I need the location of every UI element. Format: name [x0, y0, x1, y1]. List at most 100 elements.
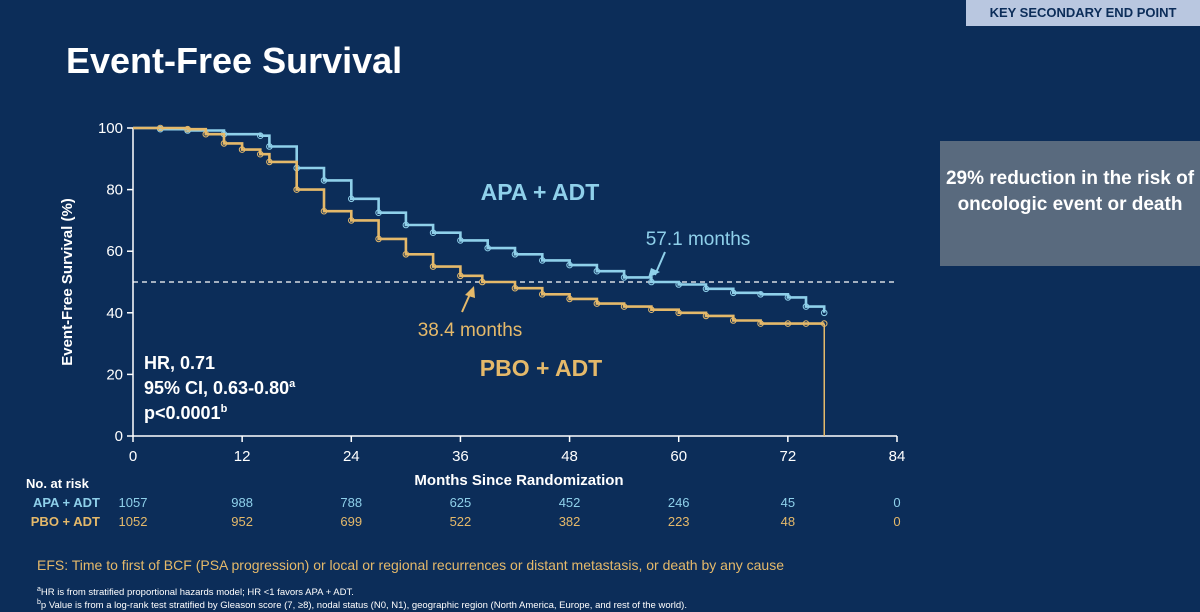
km-chart: 0 20 40 60 80 100 0 12 24 36 48 60 72 84 Months Since … [59, 120, 905, 489]
apa-median-label: 57.1 months [646, 229, 751, 250]
risk-cell: 48 [780, 514, 796, 529]
apa-median-arrowhead [648, 268, 660, 278]
censor-mark [648, 278, 655, 286]
risk-cell: 788 [340, 495, 363, 510]
x-tick-label: 0 [129, 448, 137, 465]
apa-adt-series-label: APA + ADT [481, 179, 600, 205]
y-tick-label: 60 [106, 243, 123, 260]
risk-cell: 699 [340, 514, 363, 529]
censor-mark [257, 132, 264, 140]
footnote-a: aHR is from stratified proportional haza… [37, 586, 354, 598]
censor-mark [402, 221, 410, 229]
censor-mark [484, 244, 492, 252]
risk-cell: 45 [780, 495, 796, 510]
apa-adt-curve [133, 126, 826, 313]
censor-mark [375, 209, 382, 216]
pbo-adt-series-label: PBO + ADT [480, 355, 602, 381]
risk-cell: 246 [667, 495, 690, 510]
censor-mark [266, 158, 273, 166]
footnote-a-text: HR is from stratified proportional hazar… [40, 587, 354, 599]
censor-mark [702, 312, 710, 320]
censor-mark [620, 274, 628, 281]
censor-mark [566, 295, 573, 303]
efs-definition: EFS: Time to first of BCF (PSA progressi… [37, 557, 784, 573]
risk-cell: 0 [893, 495, 901, 510]
censor-mark [348, 195, 355, 203]
footnote-b: bp Value is from a log-rank test stratif… [37, 599, 687, 611]
ci-superscript: a [289, 378, 296, 390]
chart-axes: 0 20 40 60 80 100 0 12 24 36 48 60 72 84 Months Since … [59, 120, 905, 489]
risk-cell: 452 [558, 495, 581, 510]
censor-mark [784, 294, 792, 301]
censor-mark [479, 278, 486, 286]
censor-mark [675, 281, 683, 288]
x-tick-label: 24 [343, 448, 360, 465]
censor-mark [238, 146, 246, 153]
censor-mark [511, 284, 519, 292]
censor-mark [648, 306, 655, 313]
x-axis-label: Months Since Randomization [414, 472, 623, 489]
censor-mark [320, 177, 328, 184]
risk-cell: 0 [893, 514, 901, 529]
censor-mark [620, 303, 628, 310]
censor-mark [757, 320, 764, 327]
slide-title: Event-Free Survival [66, 40, 403, 81]
censor-mark [539, 291, 546, 298]
p-superscript: b [221, 403, 228, 415]
pbo-median-arrowhead [465, 286, 475, 298]
censor-mark [429, 263, 437, 270]
pbo-median-arrow [461, 293, 471, 313]
hazard-ratio: HR, 0.71 [144, 353, 215, 373]
confidence-interval: 95% CI, 0.63-0.80a [144, 378, 296, 398]
censor-mark [566, 261, 573, 269]
pbo-median-label: 38.4 months [418, 320, 523, 341]
censor-mark [202, 130, 210, 138]
risk-cell: 952 [231, 514, 253, 529]
censor-mark [511, 251, 519, 258]
censor-mark [784, 320, 792, 327]
callout-text: 29% reduction in the risk of oncologic e… [945, 168, 1195, 215]
censor-mark [757, 291, 764, 298]
y-tick-label: 0 [115, 428, 123, 445]
censor-mark [266, 143, 273, 150]
footnote-b-text: p Value is from a log-rank test stratifi… [40, 600, 687, 612]
y-tick-label: 80 [106, 182, 123, 199]
censor-mark [457, 237, 464, 244]
risk-cell: 382 [558, 514, 581, 529]
x-tick-label: 72 [780, 448, 797, 465]
censor-mark [730, 317, 737, 324]
x-tick-label: 36 [452, 448, 469, 465]
chart-annotations: APA + ADT 57.1 months 38.4 months PBO + ADT… [144, 179, 750, 423]
risk-label-apa: APA + ADT [32, 495, 100, 510]
censor-mark [157, 124, 164, 132]
callout-box: 29% reduction in the risk of oncologic e… [940, 141, 1200, 266]
y-tick-label: 100 [98, 120, 123, 137]
censor-mark [802, 303, 810, 310]
y-tick-label: 20 [106, 366, 123, 383]
risk-cell: 625 [449, 495, 472, 510]
censor-mark [184, 125, 191, 133]
censor-mark [702, 285, 710, 293]
risk-cell: 223 [667, 514, 690, 529]
censor-mark [257, 150, 264, 158]
section-tag: KEY SECONDARY END POINT [966, 0, 1200, 26]
censor-mark [802, 320, 810, 327]
censor-mark [539, 257, 546, 264]
risk-cell: 1052 [118, 514, 148, 529]
censor-mark [820, 309, 828, 317]
censor-mark [320, 207, 328, 215]
chart-series [133, 124, 828, 436]
risk-cell: 988 [231, 495, 253, 510]
footnote-a-mark: a [37, 586, 41, 593]
censor-mark [220, 140, 228, 147]
censor-mark [348, 217, 355, 224]
censor-mark [593, 267, 601, 275]
x-tick-label: 84 [889, 448, 906, 465]
y-axis-label: Event-Free Survival (%) [59, 198, 76, 366]
footnote-b-mark: b [37, 599, 41, 606]
censor-mark [402, 251, 410, 258]
censor-mark [457, 272, 464, 280]
y-tick-label: 40 [106, 305, 123, 322]
censor-mark [375, 235, 382, 243]
risk-cell: 522 [449, 514, 472, 529]
